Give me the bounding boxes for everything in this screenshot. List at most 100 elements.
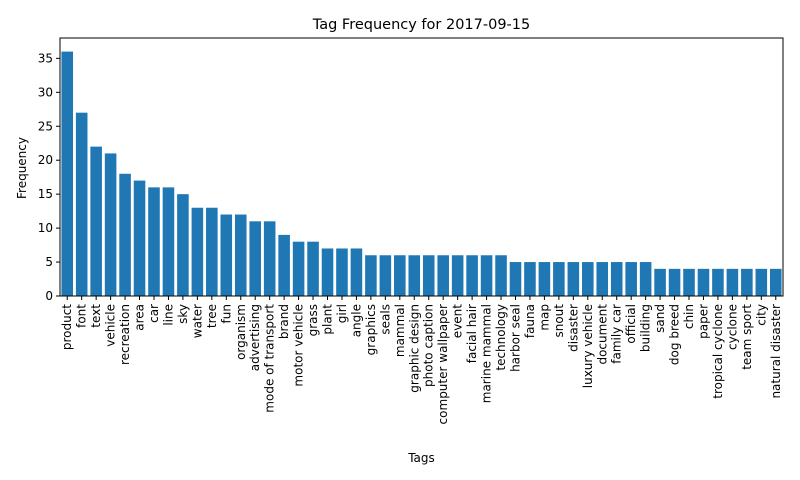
x-tick-label: plant (321, 304, 335, 335)
bar-fauna (524, 262, 536, 296)
bar-harbor-seal (509, 262, 522, 296)
x-tick-label: dog breed (668, 304, 682, 365)
bar-grass (307, 241, 319, 296)
bar-mammal (394, 255, 406, 296)
plot-frame (59, 37, 784, 297)
x-tick-label: snout (552, 304, 566, 338)
x-tick-label: product (60, 304, 74, 350)
x-tick-label: map (537, 304, 551, 331)
x-axis: product font text vehicle recreation area car l… (60, 296, 783, 424)
x-tick-label: brand (277, 304, 291, 339)
bar-dog-breed (668, 268, 681, 296)
x-tick-label: fun (219, 304, 233, 323)
bar-city (755, 268, 768, 296)
x-tick-label: seals (378, 304, 392, 335)
y-tick-label: 30 (38, 85, 53, 99)
y-tick-label: 35 (38, 51, 53, 65)
bar-map (538, 262, 551, 296)
x-tick-label: document (595, 304, 609, 365)
x-tick-label: natural disaster (769, 304, 783, 399)
bar-event (451, 255, 464, 296)
x-tick-label: graphic design (407, 304, 421, 393)
x-tick-label: photo caption (422, 304, 436, 387)
x-tick-label: building (639, 304, 653, 352)
y-axis: 0 5 10 15 20 25 30 35 (38, 51, 60, 303)
x-tick-label: text (89, 304, 103, 328)
bar-water (191, 207, 204, 296)
x-tick-label: cyclone (725, 304, 739, 350)
x-tick-label: chin (682, 304, 696, 329)
bar-recreation (119, 173, 131, 296)
x-tick-label: marine mammal (480, 304, 494, 403)
x-tick-label: recreation (118, 304, 132, 365)
x-tick-label: fauna (523, 304, 537, 338)
bar-cyclone (726, 268, 739, 296)
bar-graphics (365, 255, 377, 296)
y-tick-label: 15 (38, 187, 53, 201)
bar-vehicle (104, 153, 117, 296)
bar-girl (336, 248, 348, 296)
x-tick-label: family car (610, 304, 624, 364)
x-tick-label: sand (653, 304, 667, 333)
x-tick-label: motor vehicle (292, 304, 306, 387)
x-tick-label: official (624, 304, 638, 344)
bar-chin (683, 268, 695, 296)
bar-tree (206, 207, 218, 296)
bar-text (90, 146, 102, 296)
bar-facial-hair (466, 255, 478, 296)
bar-disaster (567, 262, 580, 296)
x-tick-label: mammal (393, 304, 407, 357)
x-tick-label: mode of transport (263, 304, 277, 413)
bar-seals (379, 255, 392, 296)
bar-tropical-cyclone (712, 268, 724, 296)
bar-family-car (610, 262, 623, 296)
x-tick-label: harbor seal (508, 304, 522, 372)
y-tick-label: 0 (45, 289, 53, 303)
bar-technology (495, 255, 507, 296)
bar-photo-caption (422, 255, 435, 296)
bar-natural-disaster (769, 268, 782, 296)
bar-font (75, 112, 88, 297)
bar-graphic-design (408, 255, 421, 296)
y-tick-label: 5 (45, 255, 53, 269)
bar-motor-vehicle (292, 241, 305, 296)
bar-snout (553, 262, 565, 296)
x-tick-label: advertising (248, 304, 262, 371)
x-tick-label: font (75, 304, 89, 328)
bar-brand (278, 234, 290, 296)
x-tick-label: tropical cyclone (711, 304, 725, 399)
bar-advertising (249, 221, 261, 296)
bar-angle (350, 248, 363, 296)
bar-marine-mammal (480, 255, 493, 296)
x-tick-label: car (147, 304, 161, 323)
bar-paper (697, 268, 710, 296)
bar-plant (321, 248, 334, 296)
bar-document (596, 262, 609, 296)
bar-sky (177, 194, 189, 296)
bar-product (61, 51, 74, 296)
y-tick-label: 25 (38, 119, 53, 133)
x-tick-label: city (754, 304, 768, 326)
y-tick-label: 10 (38, 221, 53, 235)
bar-sand (654, 268, 666, 296)
x-tick-label: sky (176, 304, 190, 324)
x-axis-title: Tags (407, 451, 435, 465)
x-tick-label: event (451, 304, 465, 338)
x-tick-label: organism (234, 304, 248, 360)
x-tick-label: computer wallpaper (436, 304, 450, 424)
bar-area (133, 180, 146, 296)
bar-team-sport (741, 268, 753, 296)
bar-luxury-vehicle (582, 262, 594, 296)
x-tick-label: area (133, 304, 147, 331)
bar-official (625, 262, 637, 296)
x-tick-label: team sport (740, 304, 754, 370)
x-tick-label: paper (696, 304, 710, 339)
bar-computer-wallpaper (437, 255, 449, 296)
bar-line (162, 187, 175, 296)
x-tick-label: girl (335, 304, 349, 323)
bar-organism (234, 214, 247, 296)
y-axis-title: Frequency (15, 137, 29, 199)
x-tick-label: vehicle (104, 304, 118, 347)
